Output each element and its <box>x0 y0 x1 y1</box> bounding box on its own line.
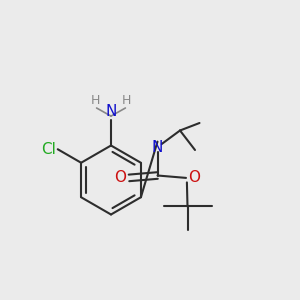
Text: N: N <box>105 104 117 119</box>
Text: O: O <box>188 170 200 185</box>
Text: O: O <box>114 170 126 185</box>
Text: N: N <box>152 140 163 154</box>
Text: Cl: Cl <box>41 142 56 157</box>
Text: H: H <box>122 94 132 107</box>
Text: H: H <box>90 94 100 107</box>
